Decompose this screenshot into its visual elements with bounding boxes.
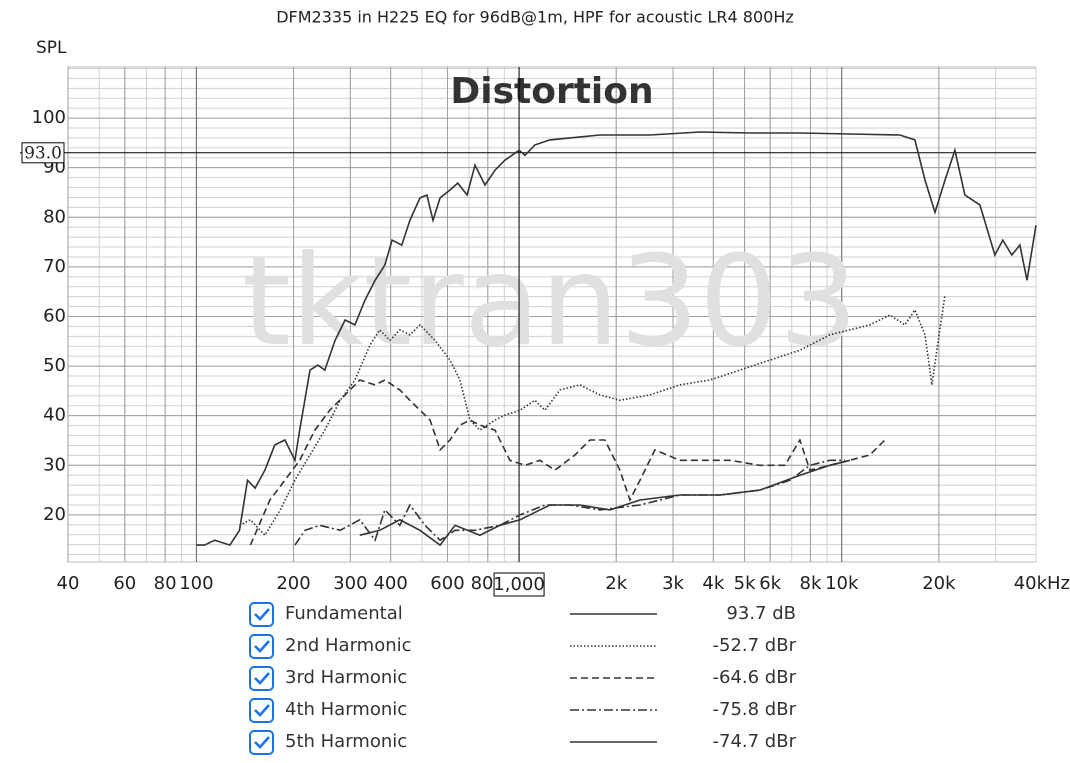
cursor-y-box [21, 142, 65, 164]
legend-item: 3rd Harmonic -64.6 dBr [249, 666, 797, 691]
checkbox-box [249, 666, 274, 691]
legend-label: Fundamental [285, 603, 403, 624]
x-tick-label: 40kHz [1014, 573, 1070, 594]
y-tick-label: 100 [32, 107, 66, 128]
x-tick-label: 5k [734, 573, 756, 594]
legend-value: -64.6 dBr [713, 667, 797, 688]
cursor-x-box [493, 572, 545, 597]
legend-label: 4th Harmonic [285, 699, 407, 720]
legend-item: Fundamental 93.7 dB [249, 602, 796, 627]
y-tick-label: 20 [43, 504, 66, 525]
checkbox-check [254, 736, 270, 749]
checkbox-check [254, 672, 270, 685]
series-line [249, 379, 886, 546]
checkbox-box [249, 730, 274, 755]
legend-value: -52.7 dBr [713, 635, 797, 656]
x-tick-label: 4k [702, 573, 724, 594]
x-tick-label: 600 [430, 573, 464, 594]
x-tick-label: 10k [825, 573, 859, 594]
legend-item: 5th Harmonic -74.7 dBr [249, 730, 797, 755]
x-tick-label: 400 [373, 573, 407, 594]
x-tick-label: 60 [113, 573, 136, 594]
legend-item: 2nd Harmonic -52.7 dBr [249, 634, 797, 659]
legend-label: 2nd Harmonic [285, 635, 412, 656]
legend-item: 4th Harmonic -75.8 dBr [249, 698, 797, 723]
annotation: Distortion [450, 71, 653, 112]
legend-checkbox[interactable] [249, 730, 274, 755]
series-line [196, 131, 1037, 547]
x-tick-label: 20k [922, 573, 956, 594]
chart-title: DFM2335 in H225 EQ for 96dB@1m, HPF for … [276, 8, 794, 27]
x-tick-label: 2k [605, 573, 627, 594]
y-axis-label: SPL [36, 38, 67, 58]
x-tick-label: 3k [662, 573, 684, 594]
legend-checkbox[interactable] [249, 634, 274, 659]
checkbox-box [249, 602, 274, 627]
checkbox-box [249, 698, 274, 723]
series-line [359, 459, 851, 547]
legend-label: 5th Harmonic [285, 731, 407, 752]
x-tick-label: 300 [333, 573, 367, 594]
checkbox-check [254, 640, 270, 653]
grid [67, 66, 1037, 563]
x-tick-label: 40 [57, 573, 80, 594]
legend-checkbox[interactable] [249, 666, 274, 691]
cursor-x-label: 1,000 [493, 574, 545, 595]
x-tick-label: 80 [154, 573, 177, 594]
legend-checkbox[interactable] [249, 602, 274, 627]
x-tick-label: 200 [276, 573, 310, 594]
legend-value: 93.7 dB [726, 603, 796, 624]
checkbox-check [254, 608, 270, 621]
x-tick-label: 100 [179, 573, 213, 594]
legend-label: 3rd Harmonic [285, 667, 407, 688]
watermark: tktran303 [242, 229, 858, 374]
x-tick-label: 6k [759, 573, 781, 594]
legend-checkbox[interactable] [249, 698, 274, 723]
y-tick-label: 60 [43, 305, 66, 326]
cursor-y-label: 93.0 [24, 143, 62, 163]
legend-value: -75.8 dBr [713, 699, 797, 720]
x-tick-label: 8k [800, 573, 822, 594]
y-tick-label: 70 [43, 256, 66, 277]
y-tick-label: 80 [43, 206, 66, 227]
checkbox-box [249, 634, 274, 659]
y-tick-label: 40 [43, 405, 66, 426]
checkbox-check [254, 704, 270, 717]
series-line [239, 295, 946, 537]
y-tick-label: 30 [43, 454, 66, 475]
legend-value: -74.7 dBr [713, 731, 797, 752]
y-tick-label: 50 [43, 355, 66, 376]
plot-area [67, 66, 1037, 563]
